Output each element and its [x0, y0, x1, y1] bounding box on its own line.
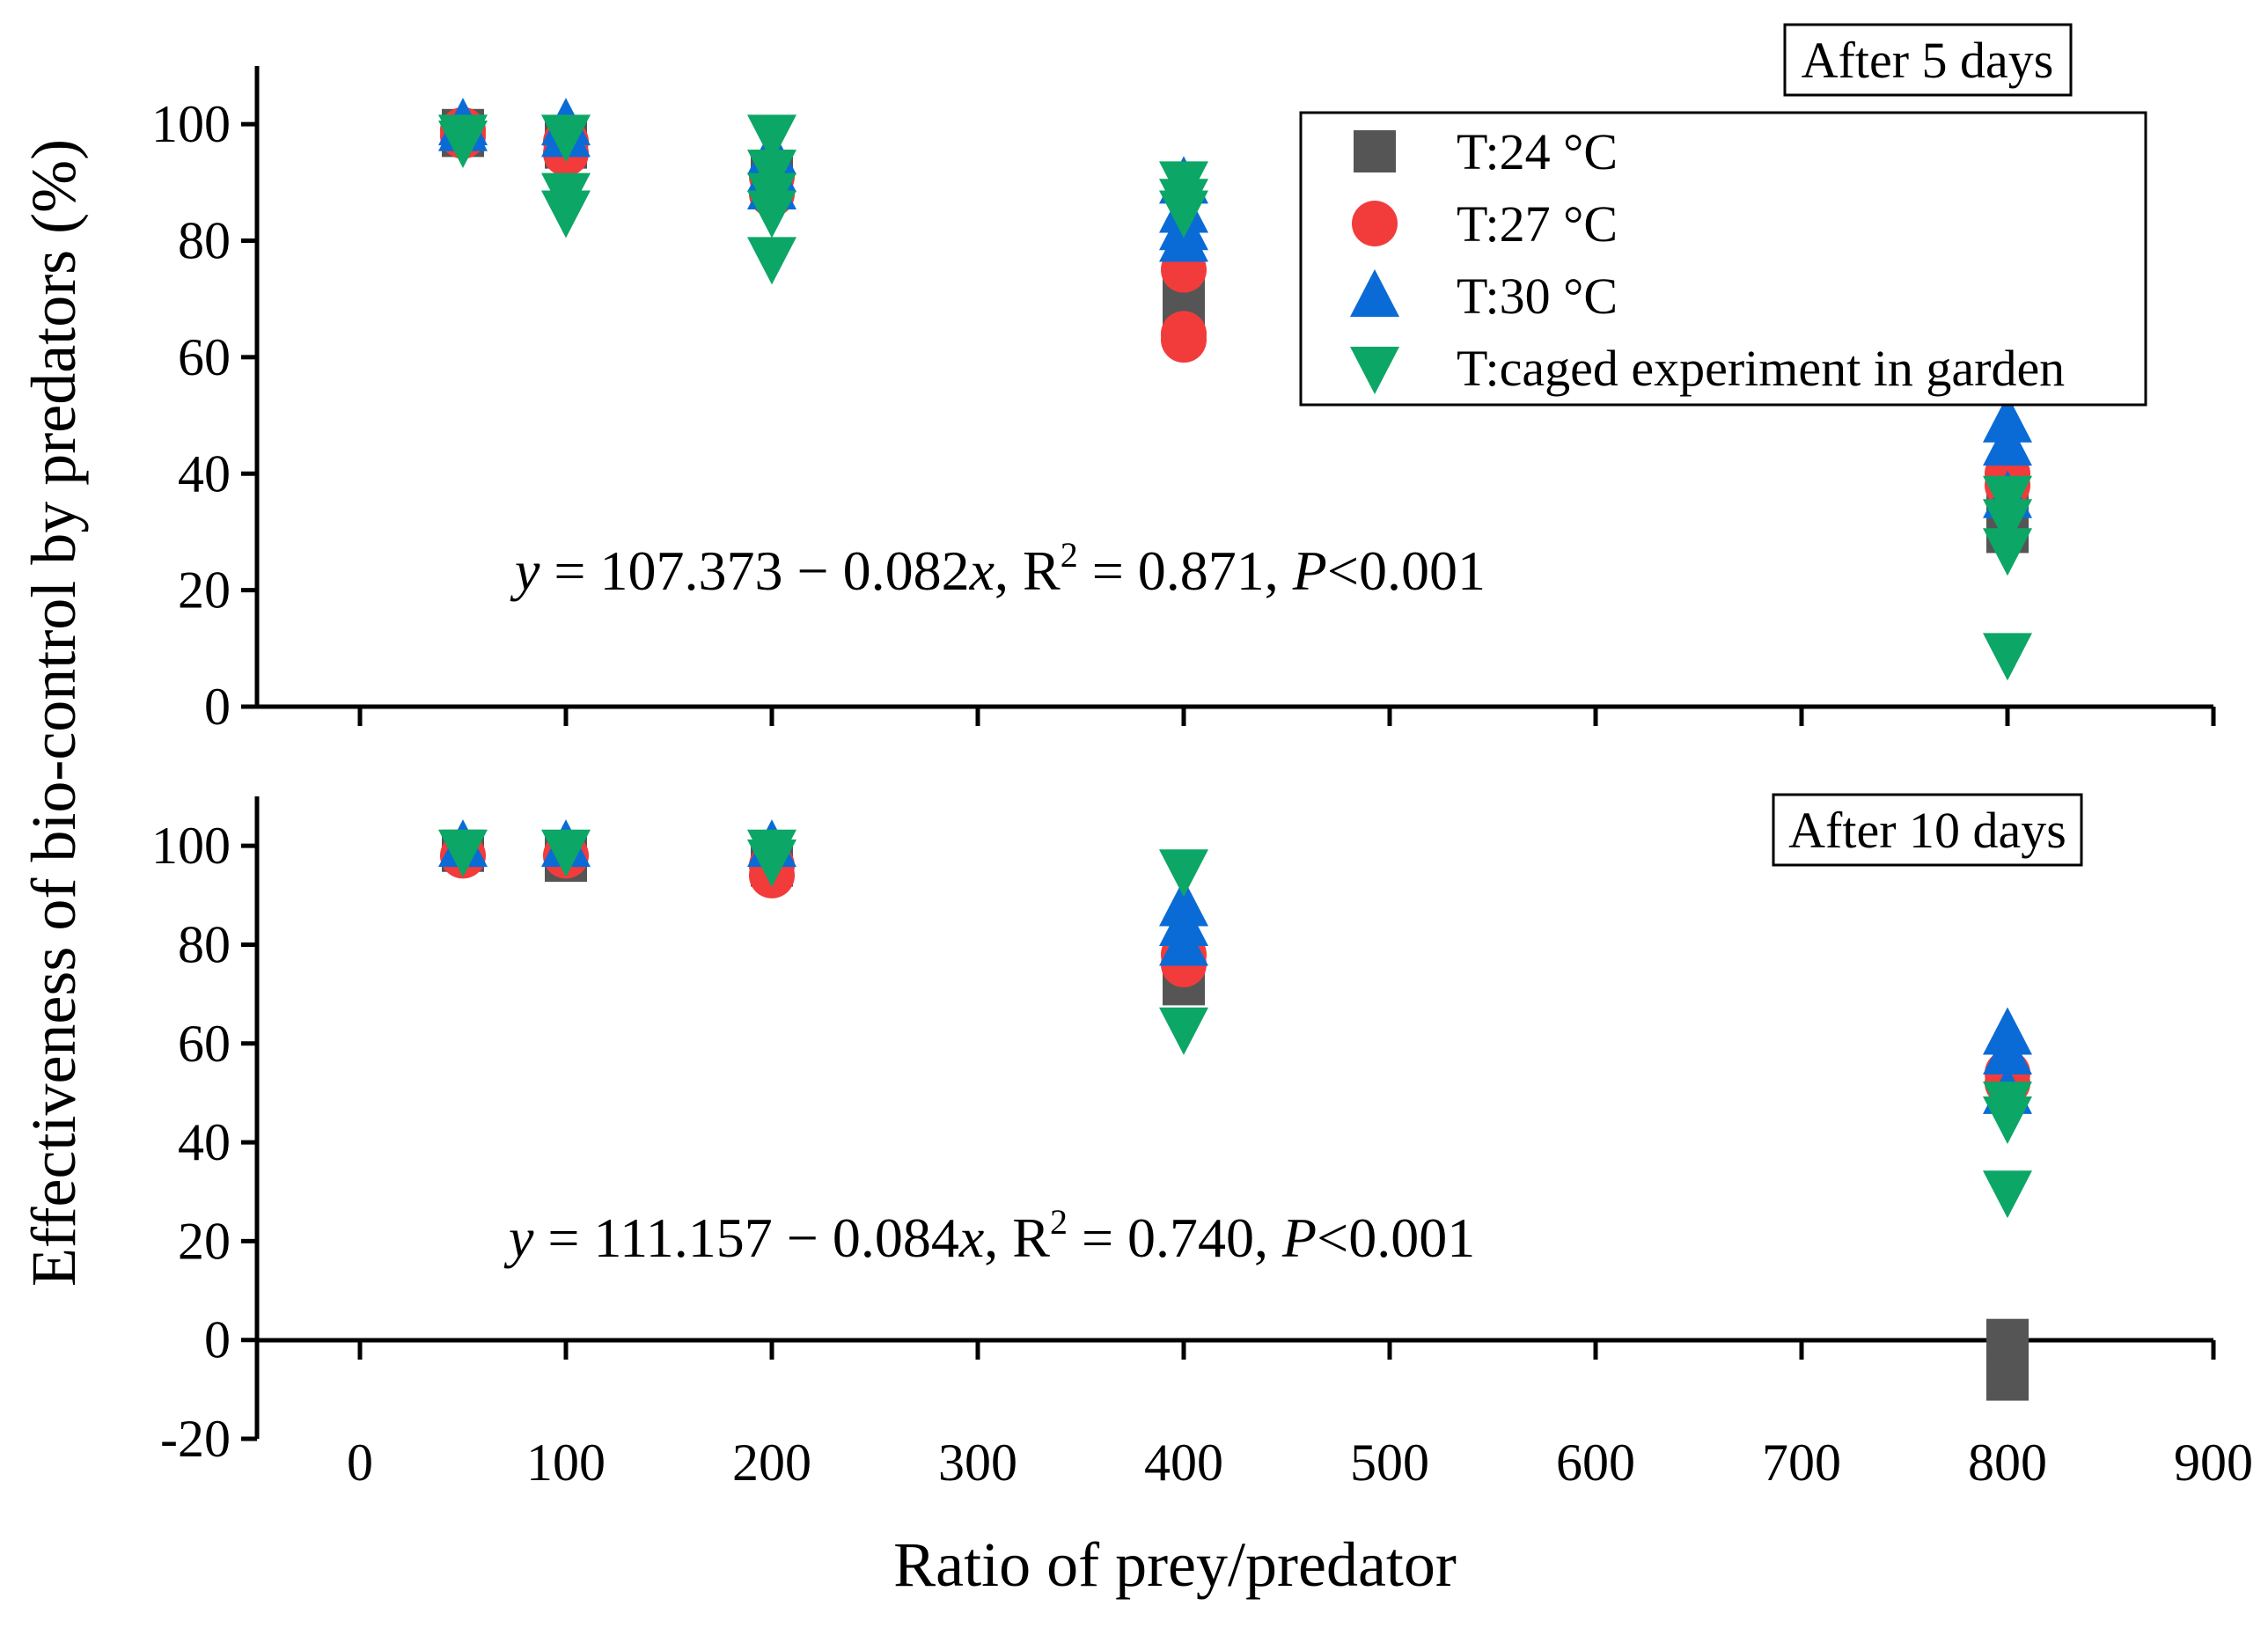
- x-tick-label: 900: [2174, 1434, 2253, 1492]
- x-tick-label: 400: [1144, 1434, 1223, 1492]
- data-point: [747, 190, 796, 238]
- legend-marker: [1352, 201, 1398, 246]
- panel-after-5-days: 0 20 40 60 80 100: [151, 66, 2216, 736]
- data-point: [747, 114, 796, 163]
- x-tick-label: 700: [1762, 1434, 1841, 1492]
- data-point: [1159, 849, 1208, 898]
- data-point: [1159, 918, 1208, 966]
- x-tick-label: 800: [1968, 1434, 2047, 1492]
- data-point: [1983, 1170, 2032, 1219]
- data-point: [438, 121, 488, 169]
- data-point: [541, 114, 591, 163]
- legend-marker: [1350, 347, 1399, 394]
- legend-entry: T:27 °C: [1457, 195, 1618, 253]
- legend-entry: T:caged experiment in garden: [1457, 340, 2065, 397]
- panel-label-5-days: After 5 days: [1802, 32, 2054, 89]
- y-tick-label: 80: [178, 915, 231, 973]
- x-tick-label: 300: [938, 1434, 1017, 1492]
- data-point: [1159, 214, 1208, 262]
- y-tick-label: -20: [160, 1410, 231, 1468]
- y-axis-title: Effectiveness of bio-control by predator…: [18, 139, 89, 1287]
- panel-label-box-10-days: After 10 days: [1772, 793, 2083, 867]
- y-tick-label: 60: [178, 328, 231, 386]
- data-point: [1983, 1027, 2032, 1074]
- data-point: [541, 829, 591, 877]
- data-point: [1986, 1358, 2029, 1401]
- data-point: [1983, 633, 2032, 681]
- y-tick-label: 0: [204, 678, 231, 736]
- panel-after-10-days: -20 0 20 40 60 80 100 0 100 200 300 400 500 600 700 800…: [151, 796, 2253, 1492]
- x-axis-title: Ratio of prey/predator: [893, 1529, 1457, 1600]
- legend-marker: [1354, 130, 1396, 172]
- legend: T:24 °C T:27 °C T:30 °C T:caged experiment …: [1299, 111, 2147, 407]
- y-tick-label: 20: [178, 561, 231, 620]
- y-tick-label: 40: [178, 444, 231, 502]
- data-point: [1983, 418, 2032, 466]
- data-point: [747, 840, 796, 887]
- data-point: [1983, 528, 2032, 576]
- data-point: [1983, 499, 2032, 547]
- data-point: [747, 237, 796, 285]
- regression-equation-10-days: y = 111.157 − 0.084x, R2 = 0.740, P<0.00…: [503, 1202, 1475, 1269]
- y-tick-label: 20: [178, 1212, 231, 1270]
- y-tick-label: 100: [151, 817, 231, 875]
- legend-entry: T:24 °C: [1457, 123, 1618, 180]
- panel-label-box-5-days: After 5 days: [1783, 23, 2073, 97]
- data-point: [438, 829, 488, 877]
- data-point: [1983, 1096, 2032, 1144]
- x-tick-label: 600: [1556, 1434, 1635, 1492]
- y-tick-label: 0: [204, 1311, 231, 1369]
- data-point: [1159, 1007, 1208, 1055]
- data-point: [1986, 1318, 2029, 1361]
- x-tick-label: 500: [1350, 1434, 1429, 1492]
- panel-label-10-days: After 10 days: [1788, 802, 2066, 859]
- legend-marker: [1350, 269, 1399, 317]
- data-point: [541, 190, 591, 238]
- data-point: [1161, 311, 1207, 357]
- x-tick-label: 200: [732, 1434, 811, 1492]
- x-tick-label: 0: [347, 1434, 373, 1492]
- legend-entry: T:30 °C: [1457, 268, 1618, 325]
- data-point: [1159, 190, 1208, 238]
- y-tick-label: 80: [178, 212, 231, 270]
- y-tick-label: 40: [178, 1113, 231, 1171]
- y-tick-label: 60: [178, 1015, 231, 1073]
- regression-equation-5-days: y = 107.373 − 0.082x, R2 = 0.871, P<0.00…: [510, 535, 1486, 602]
- x-tick-label: 100: [526, 1434, 606, 1492]
- y-tick-label: 100: [151, 95, 231, 153]
